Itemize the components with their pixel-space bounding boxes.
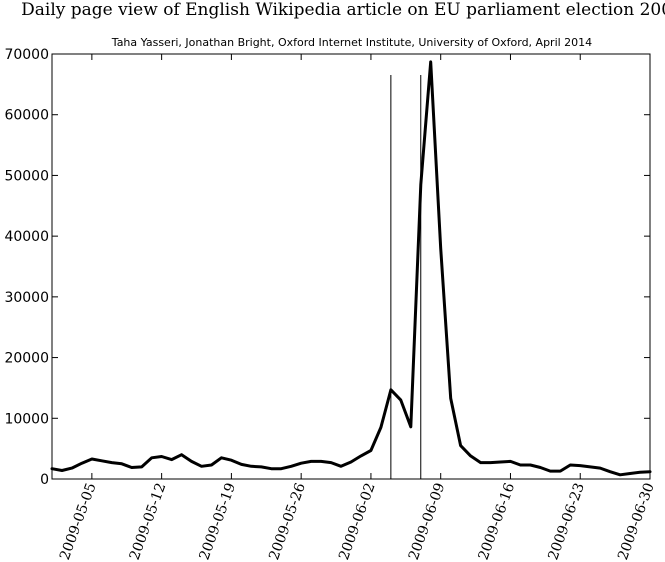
y-tick-label: 0 [40, 472, 49, 488]
x-tick-label: 2009-06-02 [336, 481, 379, 562]
y-tick-label: 70000 [4, 47, 49, 63]
x-tick-label: 2009-05-05 [57, 481, 100, 562]
x-axis: 2009-05-05 2009-05-12 2009-05-19 2009-05-26… [57, 54, 658, 562]
y-tick-label: 50000 [4, 168, 49, 184]
y-tick-label: 20000 [4, 351, 49, 367]
x-tick-label: 2009-05-19 [197, 481, 240, 562]
chart-title: Daily page view of English Wikipedia art… [21, 0, 665, 20]
plot-frame [51, 53, 651, 480]
y-tick-label: 30000 [4, 290, 49, 306]
y-tick-label: 10000 [4, 411, 49, 427]
x-tick-label: 2009-05-26 [266, 481, 309, 562]
y-tick-label: 40000 [4, 229, 49, 245]
chart-subtitle: Taha Yasseri, Jonathan Bright, Oxford In… [111, 36, 592, 49]
x-tick-label: 2009-06-23 [545, 481, 588, 562]
x-tick-label: 2009-05-12 [127, 481, 170, 562]
series-line [50, 60, 652, 477]
event-markers [390, 75, 422, 479]
series-layer [50, 60, 652, 477]
x-tick-label: 2009-06-09 [406, 481, 449, 562]
y-axis: 0 10000 20000 30000 40000 50000 60000 70000 [4, 47, 650, 488]
x-tick-label: 2009-06-30 [615, 481, 658, 562]
x-tick-label: 2009-06-16 [476, 481, 519, 562]
y-tick-label: 60000 [4, 108, 49, 124]
